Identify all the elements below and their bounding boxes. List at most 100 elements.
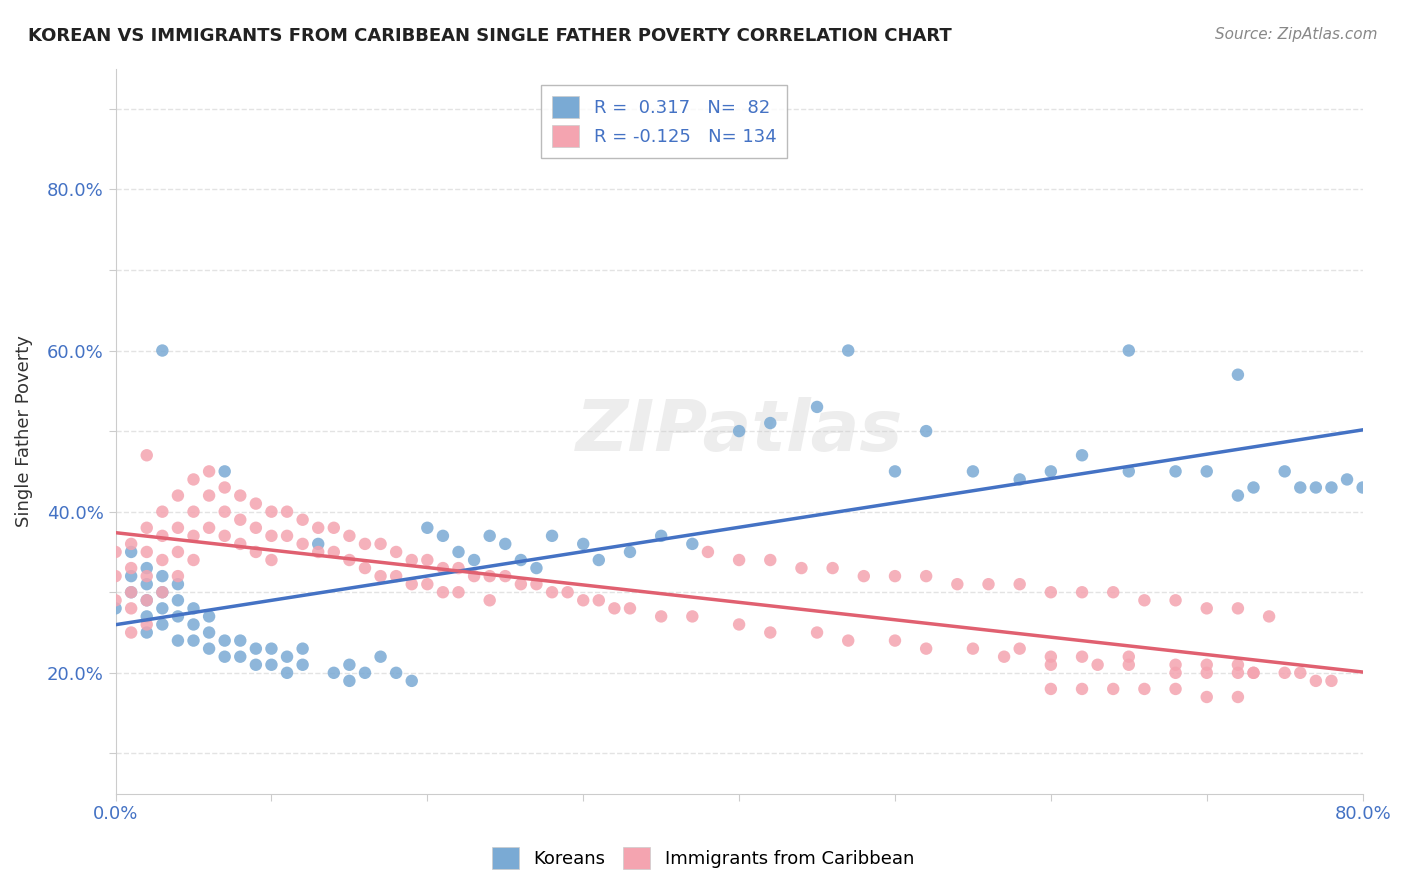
Point: [1226, 665, 1249, 680]
Point: [681, 609, 703, 624]
Point: [245, 641, 267, 656]
Point: [790, 561, 813, 575]
Point: [1195, 665, 1218, 680]
Point: [1164, 665, 1187, 680]
Point: [120, 585, 142, 599]
Point: [1118, 343, 1140, 358]
Point: [307, 545, 329, 559]
Point: [915, 641, 938, 656]
Point: [1133, 593, 1156, 607]
Point: [291, 537, 314, 551]
Point: [276, 529, 298, 543]
Point: [1274, 665, 1296, 680]
Point: [370, 569, 392, 583]
Point: [1118, 464, 1140, 478]
Point: [198, 625, 221, 640]
Point: [245, 521, 267, 535]
Point: [120, 585, 142, 599]
Point: [1039, 681, 1062, 696]
Point: [728, 424, 751, 438]
Point: [759, 416, 782, 430]
Point: [1226, 489, 1249, 503]
Point: [1336, 472, 1358, 486]
Point: [104, 593, 127, 607]
Point: [183, 472, 205, 486]
Point: [1289, 665, 1312, 680]
Point: [1274, 464, 1296, 478]
Point: [104, 545, 127, 559]
Point: [1164, 681, 1187, 696]
Point: [432, 529, 454, 543]
Point: [884, 633, 907, 648]
Point: [1226, 690, 1249, 704]
Point: [120, 601, 142, 615]
Point: [1039, 585, 1062, 599]
Point: [759, 553, 782, 567]
Point: [526, 577, 548, 591]
Point: [681, 537, 703, 551]
Point: [572, 593, 595, 607]
Point: [416, 521, 439, 535]
Point: [385, 665, 408, 680]
Point: [1164, 657, 1187, 672]
Point: [993, 649, 1015, 664]
Point: [245, 497, 267, 511]
Point: [135, 593, 157, 607]
Point: [1195, 690, 1218, 704]
Point: [385, 569, 408, 583]
Point: [884, 464, 907, 478]
Point: [245, 545, 267, 559]
Point: [463, 569, 485, 583]
Point: [447, 545, 470, 559]
Point: [603, 601, 626, 615]
Point: [619, 601, 641, 615]
Point: [229, 649, 252, 664]
Point: [150, 569, 173, 583]
Point: [291, 513, 314, 527]
Point: [214, 529, 236, 543]
Point: [541, 529, 564, 543]
Point: [1118, 649, 1140, 664]
Point: [806, 400, 828, 414]
Point: [167, 593, 190, 607]
Point: [526, 561, 548, 575]
Point: [401, 673, 423, 688]
Point: [291, 641, 314, 656]
Point: [1289, 481, 1312, 495]
Point: [1039, 464, 1062, 478]
Point: [167, 609, 190, 624]
Point: [260, 657, 283, 672]
Point: [1351, 481, 1374, 495]
Point: [1039, 649, 1062, 664]
Point: [322, 545, 344, 559]
Point: [150, 601, 173, 615]
Point: [370, 537, 392, 551]
Point: [260, 529, 283, 543]
Point: [401, 577, 423, 591]
Point: [1008, 472, 1031, 486]
Point: [478, 593, 501, 607]
Point: [1258, 609, 1281, 624]
Point: [135, 561, 157, 575]
Point: [198, 464, 221, 478]
Point: [852, 569, 875, 583]
Point: [432, 561, 454, 575]
Point: [104, 601, 127, 615]
Point: [806, 625, 828, 640]
Point: [214, 481, 236, 495]
Point: [1164, 593, 1187, 607]
Point: [198, 521, 221, 535]
Point: [1226, 368, 1249, 382]
Point: [1320, 673, 1343, 688]
Point: [1243, 665, 1265, 680]
Point: [1118, 657, 1140, 672]
Point: [1226, 601, 1249, 615]
Point: [962, 641, 984, 656]
Point: [478, 529, 501, 543]
Point: [339, 673, 361, 688]
Point: [167, 521, 190, 535]
Point: [183, 529, 205, 543]
Point: [1195, 464, 1218, 478]
Point: [1195, 601, 1218, 615]
Point: [915, 569, 938, 583]
